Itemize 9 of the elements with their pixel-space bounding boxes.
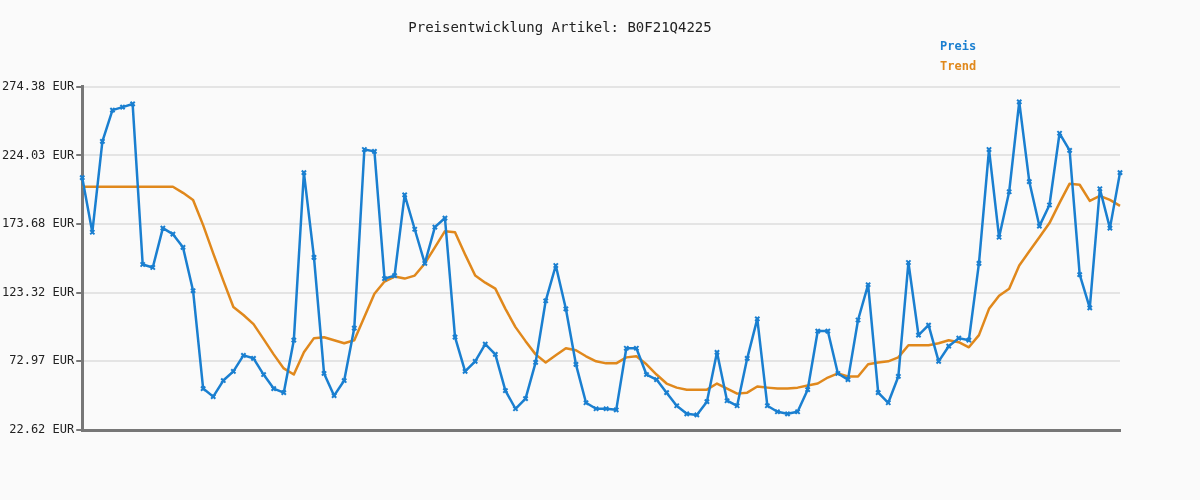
y-tick-label: 22.62 EUR (9, 422, 76, 437)
chart-title: Preisentwicklung Artikel: B0F21Q4225 (408, 19, 712, 36)
y-tick-label: 72.97 EUR (9, 353, 76, 368)
y-tick-label: 224.03 EUR (2, 147, 76, 162)
y-tick-label: 173.68 EUR (2, 216, 76, 231)
text: Trend (940, 59, 977, 74)
y-tick-label: 274.38 EUR (2, 78, 76, 93)
text: Preis (940, 39, 977, 54)
y-tick-label: 123.32 EUR (2, 284, 76, 299)
